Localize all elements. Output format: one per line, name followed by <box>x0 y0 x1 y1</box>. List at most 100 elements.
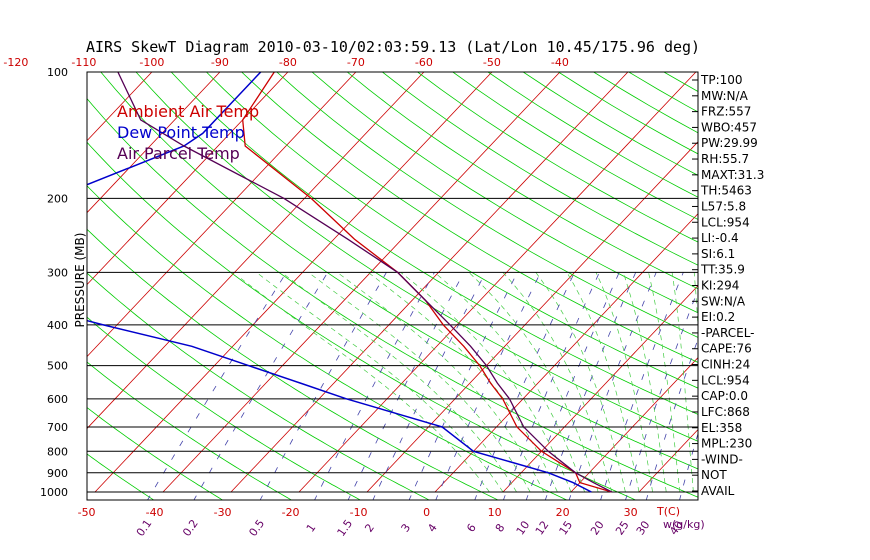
isotherm-line <box>87 72 221 214</box>
isotherm-line <box>0 72 84 492</box>
isotherm-line <box>298 72 697 493</box>
index-label: LCL:954 <box>701 373 750 387</box>
isotherm-line <box>570 357 698 493</box>
bottom-temp-tick-labels: -50 -40 -30 -20 -10 0 10 20 30 <box>78 506 638 519</box>
index-label: KI:294 <box>701 279 739 293</box>
dry-adiabat-line <box>346 72 698 290</box>
pressure-tick-label: 800 <box>47 445 68 458</box>
mixing-ratio-line <box>147 272 287 500</box>
bottom-temp-label: 20 <box>556 506 570 519</box>
mixing-ratio-label: 15 <box>557 519 576 538</box>
dry-adiabat-line <box>241 72 698 363</box>
index-label: AVAIL <box>701 484 735 498</box>
index-label: MAXT:31.3 <box>701 168 764 182</box>
pressure-tick-label: 900 <box>47 467 68 480</box>
isotherm-line <box>502 285 698 493</box>
isotherm-line <box>87 72 289 286</box>
isotherm-line <box>87 72 425 430</box>
index-label: FRZ:557 <box>701 105 751 119</box>
dry-adiabat-line <box>87 228 499 500</box>
mixing-ratio-label: 30 <box>634 519 653 538</box>
pressure-tick-label: 500 <box>47 360 68 373</box>
dry-adiabat-line <box>311 72 698 314</box>
index-label: CAP:0.0 <box>701 389 748 403</box>
dry-adiabat-line <box>805 72 870 501</box>
mixing-ratio-line <box>314 272 435 500</box>
mixing-ratio-line <box>600 272 684 500</box>
bottom-temp-label: 30 <box>624 506 638 519</box>
dry-adiabat-line <box>87 141 637 500</box>
mixing-ratio-line <box>525 272 620 500</box>
grid-lines <box>0 72 870 501</box>
w-unit-label: w(g/kg) <box>663 518 705 531</box>
moist-adiabat-line <box>622 272 667 493</box>
moist-adiabat-line <box>595 272 653 493</box>
index-label: WBO:457 <box>701 120 757 134</box>
index-label: SI:6.1 <box>701 247 735 261</box>
moist-adiabat-line <box>240 278 490 493</box>
index-label: EL:358 <box>701 421 742 435</box>
dry-adiabat-line <box>206 72 698 389</box>
mixing-ratio-label: 3 <box>399 521 414 534</box>
moist-adiabat-line <box>671 272 694 493</box>
mixing-ratio-label: 0.2 <box>180 517 201 539</box>
pressure-tick-label: 700 <box>47 421 68 434</box>
isotherm-line <box>0 72 16 492</box>
moist-adiabat-line <box>400 272 572 493</box>
pressure-tick-label: 200 <box>47 192 68 205</box>
mixing-ratio-label: 10 <box>514 519 533 538</box>
moist-adiabat-line <box>337 272 545 493</box>
dry-adiabat-line <box>770 72 870 501</box>
mixing-ratio-line <box>568 272 657 500</box>
top-temp-label: -50 <box>483 56 501 69</box>
index-label: TH:5463 <box>700 184 752 198</box>
mixing-ratio-label: 2 <box>362 521 377 534</box>
dry-adiabat-line <box>170 72 698 415</box>
isotherm-line <box>162 72 561 493</box>
mixing-ratio-line <box>193 272 329 500</box>
dry-adiabat-line <box>663 72 698 92</box>
top-temp-label: -100 <box>139 56 164 69</box>
moist-adiabat-line <box>468 272 599 493</box>
moist-adiabat-line <box>502 272 613 493</box>
bottom-temp-label: -30 <box>214 506 232 519</box>
dry-adiabat-line <box>100 72 698 470</box>
legend-entry: Ambient Air Temp <box>117 102 259 121</box>
moist-adiabat-line <box>566 272 640 493</box>
bottom-temp-label: -50 <box>78 506 96 519</box>
chart-title: AIRS SkewT Diagram 2010-03-10/02:03:59.1… <box>86 38 700 56</box>
mixing-ratio-tick-labels: 0.1 0.2 0.5 1 1.5 2 3 4 6 8 10 12 15 20 25 30 40 <box>134 517 686 539</box>
index-label: LFC:868 <box>701 405 750 419</box>
profile-line <box>117 72 613 493</box>
moist-adiabat-line <box>535 272 626 493</box>
mixing-ratio-label: 12 <box>533 519 552 538</box>
mixing-ratio-line <box>625 288 698 500</box>
dry-adiabat-line <box>87 453 155 500</box>
dry-adiabat-line <box>87 361 293 500</box>
y-axis-label: PRESSURE (MB) <box>73 233 87 328</box>
pressure-tick-label: 400 <box>47 319 68 332</box>
moist-adiabat-line <box>648 272 681 493</box>
index-label: NOT <box>701 468 727 482</box>
index-label: MW:N/A <box>701 89 749 103</box>
mixing-ratio-line <box>474 272 575 500</box>
isotherm-line <box>843 72 870 492</box>
pressure-tick-labels: 100 200 300 400 500 600 700 800 900 1000 <box>40 66 68 499</box>
mixing-ratio-line <box>544 272 637 500</box>
mixing-ratio-line <box>435 272 541 500</box>
dry-adiabat-line <box>87 316 362 500</box>
index-label: TP:100 <box>700 73 743 87</box>
index-label: EI:0.2 <box>701 310 735 324</box>
index-label: -PARCEL- <box>701 326 755 340</box>
profile-line <box>242 72 612 493</box>
dry-adiabat-line <box>87 97 698 498</box>
mixing-ratio-label: 6 <box>464 521 479 534</box>
mixing-ratio-label: 4 <box>425 521 440 534</box>
dry-adiabat-line <box>87 185 568 500</box>
top-temp-label: -80 <box>279 56 297 69</box>
mixing-ratio-line <box>408 272 518 500</box>
pressure-tick-label: 1000 <box>40 486 68 499</box>
mixing-ratio-label: 25 <box>613 519 632 538</box>
index-label: PW:29.99 <box>701 136 758 150</box>
index-label: CINH:24 <box>701 358 750 372</box>
